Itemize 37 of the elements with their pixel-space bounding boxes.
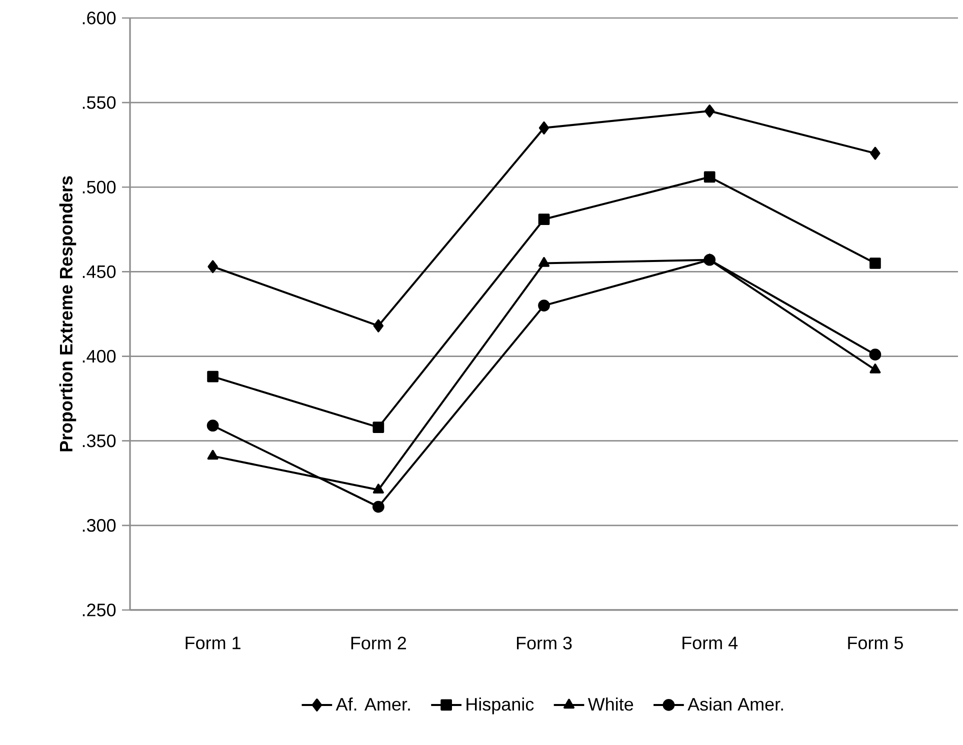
point [372,484,384,494]
point [207,450,218,460]
point [704,104,715,118]
legend-label: Af. Amer. [336,697,410,711]
x-tick-label: Form 4 [682,636,738,650]
point [372,500,384,513]
x-tick-label: Form 2 [351,636,406,650]
point [373,319,384,332]
y-tick-label: .450 [82,265,116,278]
point [538,257,550,267]
legend-label: Hispanic [466,697,534,714]
point [870,146,880,160]
point [207,370,218,382]
x-tick-label: Form 3 [516,636,572,650]
point [704,254,716,266]
point [538,121,550,134]
y-tick-label: .550 [82,96,116,109]
y-axis-title: Proportion Extreme Responders [59,176,76,452]
legend-label: Asian Amer. [688,697,783,711]
y-tick-label: .400 [82,350,116,363]
point [208,260,218,274]
point [869,348,882,361]
y-tick-label: .300 [82,519,116,532]
point [704,171,716,183]
y-tick-label: .600 [82,12,116,24]
x-tick-label: Form 5 [848,636,903,650]
point [538,214,550,225]
legend-label: White [588,697,634,711]
x-tick-label: Form 1 [186,636,240,650]
y-tick-label: .250 [82,604,116,616]
point [870,364,881,374]
y-tick-label: .350 [82,434,116,448]
point [870,258,881,269]
y-tick-label: .500 [82,180,116,194]
point [206,420,219,432]
point [372,422,384,433]
point [538,300,550,312]
